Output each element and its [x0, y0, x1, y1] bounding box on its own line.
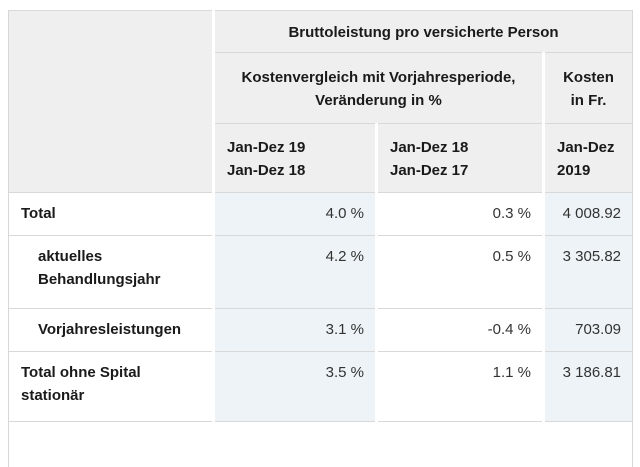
period-2019-line1: Jan-Dez: [557, 138, 615, 156]
row-label-aktuelles-behandlungsjahr: aktuelles Behandlungsjahr: [8, 235, 214, 309]
row-label-vorjahresleistungen: Vorjahresleistungen: [8, 308, 214, 352]
aktuelles-cost-2019: 3 305.82: [541, 235, 634, 309]
row-label-total-ohne-spital: Total ohne Spital stationär: [8, 351, 214, 422]
row-label-total: Total: [8, 192, 214, 236]
partial-row-cell-3: [541, 421, 634, 467]
period-2019-line2: 2019: [557, 161, 591, 179]
costs-group-header: Kosten in Fr.: [541, 52, 634, 124]
comparison-group-header: Kostenvergleich mit Vorjahresperiode, Ve…: [212, 52, 544, 124]
partial-row-cell-1: [212, 421, 377, 467]
period-19-18-line1: Jan-Dez 19: [227, 138, 306, 156]
aktuelles-change-19-18: 4.2 %: [212, 235, 377, 309]
column-header-period-19-18: Jan-Dez 19 Jan-Dez 18: [212, 123, 377, 193]
costs-header-line2: in Fr.: [570, 91, 607, 109]
aktuelles-change-18-17: 0.5 %: [375, 235, 544, 309]
vorjahres-cost-2019: 703.09: [541, 308, 634, 352]
ohne-spital-change-19-18: 3.5 %: [212, 351, 377, 422]
total-cost-2019: 4 008.92: [541, 192, 634, 236]
total-change-18-17: 0.3 %: [375, 192, 544, 236]
table-title: Bruttoleistung pro versicherte Person: [211, 10, 634, 53]
corner-cell: [8, 10, 214, 193]
ohne-spital-change-18-17: 1.1 %: [375, 351, 544, 422]
table-row-total-ohne-spital: Total ohne Spital stationär 3.5 % 1.1 % …: [8, 351, 634, 422]
period-18-17-line2: Jan-Dez 17: [390, 161, 469, 179]
header-row-periods: Jan-Dez 19 Jan-Dez 18 Jan-Dez 18 Jan-Dez…: [9, 123, 634, 193]
column-header-period-18-17: Jan-Dez 18 Jan-Dez 17: [375, 123, 544, 193]
header-row-title: Bruttoleistung pro versicherte Person: [8, 10, 634, 193]
column-header-2019: Jan-Dez 2019: [541, 123, 634, 193]
table-row-vorjahresleistungen: Vorjahresleistungen 3.1 % -0.4 % 703.09: [8, 308, 634, 352]
period-19-18-line2: Jan-Dez 18: [227, 161, 306, 179]
table-row-total: Total 4.0 % 0.3 % 4 008.92: [8, 192, 634, 236]
table-row-partial: [8, 421, 634, 467]
vorjahres-change-18-17: -0.4 %: [375, 308, 544, 352]
header-row-groups: Kostenvergleich mit Vorjahresperiode, Ve…: [9, 52, 634, 124]
costs-header-line1: Kosten: [563, 68, 614, 86]
bruttoleistung-table: Bruttoleistung pro versicherte Person Ko…: [8, 10, 634, 467]
vorjahres-change-19-18: 3.1 %: [212, 308, 377, 352]
table-row-aktuelles-behandlungsjahr: aktuelles Behandlungsjahr 4.2 % 0.5 % 3 …: [8, 235, 634, 309]
partial-row-label-cell: [8, 421, 214, 467]
period-18-17-line1: Jan-Dez 18: [390, 138, 469, 156]
ohne-spital-cost-2019: 3 186.81: [541, 351, 634, 422]
total-change-19-18: 4.0 %: [212, 192, 377, 236]
partial-row-cell-2: [375, 421, 544, 467]
